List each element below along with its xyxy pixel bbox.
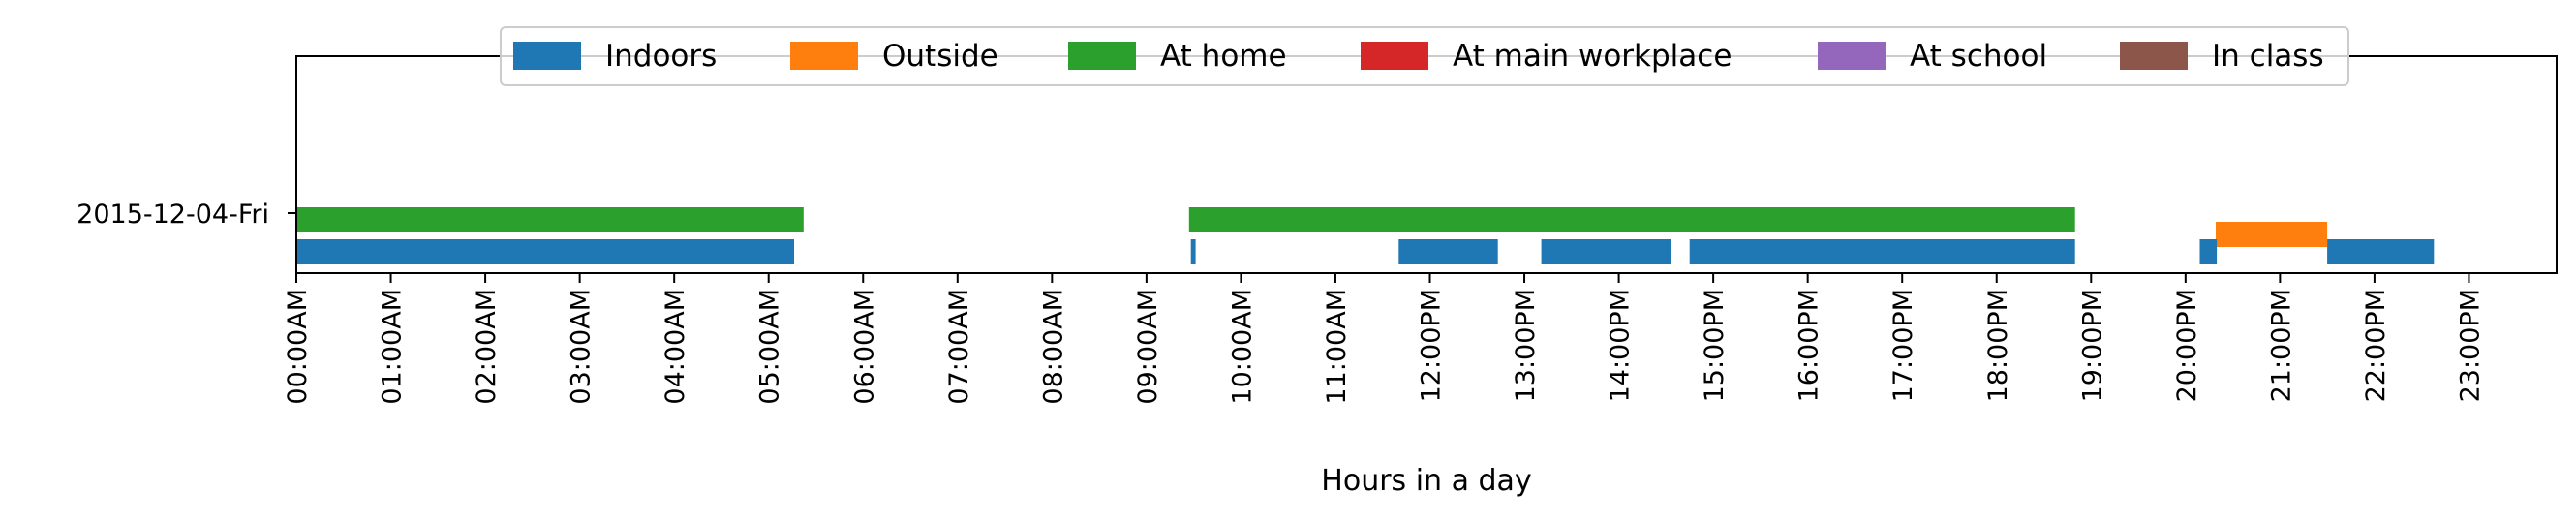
x-tick-label: 01:00AM <box>378 289 408 405</box>
bar-indoors-3 <box>1541 239 1671 264</box>
legend-label-outside: Outside <box>882 39 998 74</box>
x-tick-label: 22:00PM <box>2361 289 2391 402</box>
legend-swatch-at-school <box>1818 42 1886 70</box>
legend-swatch-at-main-workplace <box>1361 42 1428 70</box>
legend-label-in-class: In class <box>2212 39 2324 74</box>
y-tick-label: 2015-12-04-Fri <box>77 200 269 230</box>
legend-label-at-home: At home <box>1160 39 1287 74</box>
bar-indoors-4 <box>1689 239 2075 264</box>
x-tick-label: 02:00AM <box>472 289 502 405</box>
x-tick-label: 00:00AM <box>283 289 313 405</box>
x-tick-label: 19:00PM <box>2077 289 2107 402</box>
x-tick-label: 20:00PM <box>2172 289 2202 402</box>
bar-outside-0 <box>2216 222 2328 247</box>
legend-swatch-outside <box>790 42 858 70</box>
y-axis: 2015-12-04-Fri <box>77 200 296 230</box>
bar-indoors-0 <box>296 239 794 264</box>
x-tick-label: 10:00AM <box>1227 289 1257 405</box>
x-tick-label: 11:00AM <box>1322 289 1352 405</box>
bar-indoors-2 <box>1398 239 1498 264</box>
x-tick-label: 17:00PM <box>1888 289 1918 402</box>
x-tick-label: 07:00AM <box>944 289 974 405</box>
x-tick-label: 16:00PM <box>1794 289 1825 402</box>
x-axis-label: Hours in a day <box>1321 464 1531 498</box>
bar-indoors-1 <box>1190 239 1196 264</box>
legend: Indoors Outside At home At main workplace At… <box>500 26 2349 86</box>
activity-bars <box>296 207 2435 264</box>
x-tick-label: 13:00PM <box>1511 289 1541 402</box>
bar-at-home-1 <box>1188 207 2075 232</box>
bar-indoors-6 <box>2327 239 2435 264</box>
legend-swatch-in-class <box>2120 42 2188 70</box>
legend-swatch-indoors <box>513 42 581 70</box>
legend-label-at-school: At school <box>1910 39 2047 74</box>
legend-label-indoors: Indoors <box>605 39 717 74</box>
x-tick-label: 08:00AM <box>1038 289 1068 405</box>
bar-indoors-5 <box>2199 239 2218 264</box>
x-tick-label: 06:00AM <box>849 289 879 405</box>
x-tick-label: 05:00AM <box>755 289 785 405</box>
x-tick-label: 04:00AM <box>660 289 690 405</box>
x-tick-label: 03:00AM <box>567 289 597 405</box>
bar-at-home-0 <box>296 207 804 232</box>
legend-label-at-main-workplace: At main workplace <box>1453 39 1732 74</box>
x-tick-label: 21:00PM <box>2266 289 2296 402</box>
x-tick-label: 12:00PM <box>1417 289 1447 402</box>
x-axis: 00:00AM 01:00AM 02:00AM 03:00AM 04:00AM 05:00… <box>283 273 2486 405</box>
x-tick-label: 14:00PM <box>1606 289 1636 402</box>
x-tick-label: 18:00PM <box>1983 289 2013 402</box>
x-tick-label: 15:00PM <box>1700 289 1730 402</box>
legend-swatch-at-home <box>1068 42 1136 70</box>
x-tick-label: 23:00PM <box>2456 289 2486 402</box>
x-tick-label: 09:00AM <box>1133 289 1163 405</box>
